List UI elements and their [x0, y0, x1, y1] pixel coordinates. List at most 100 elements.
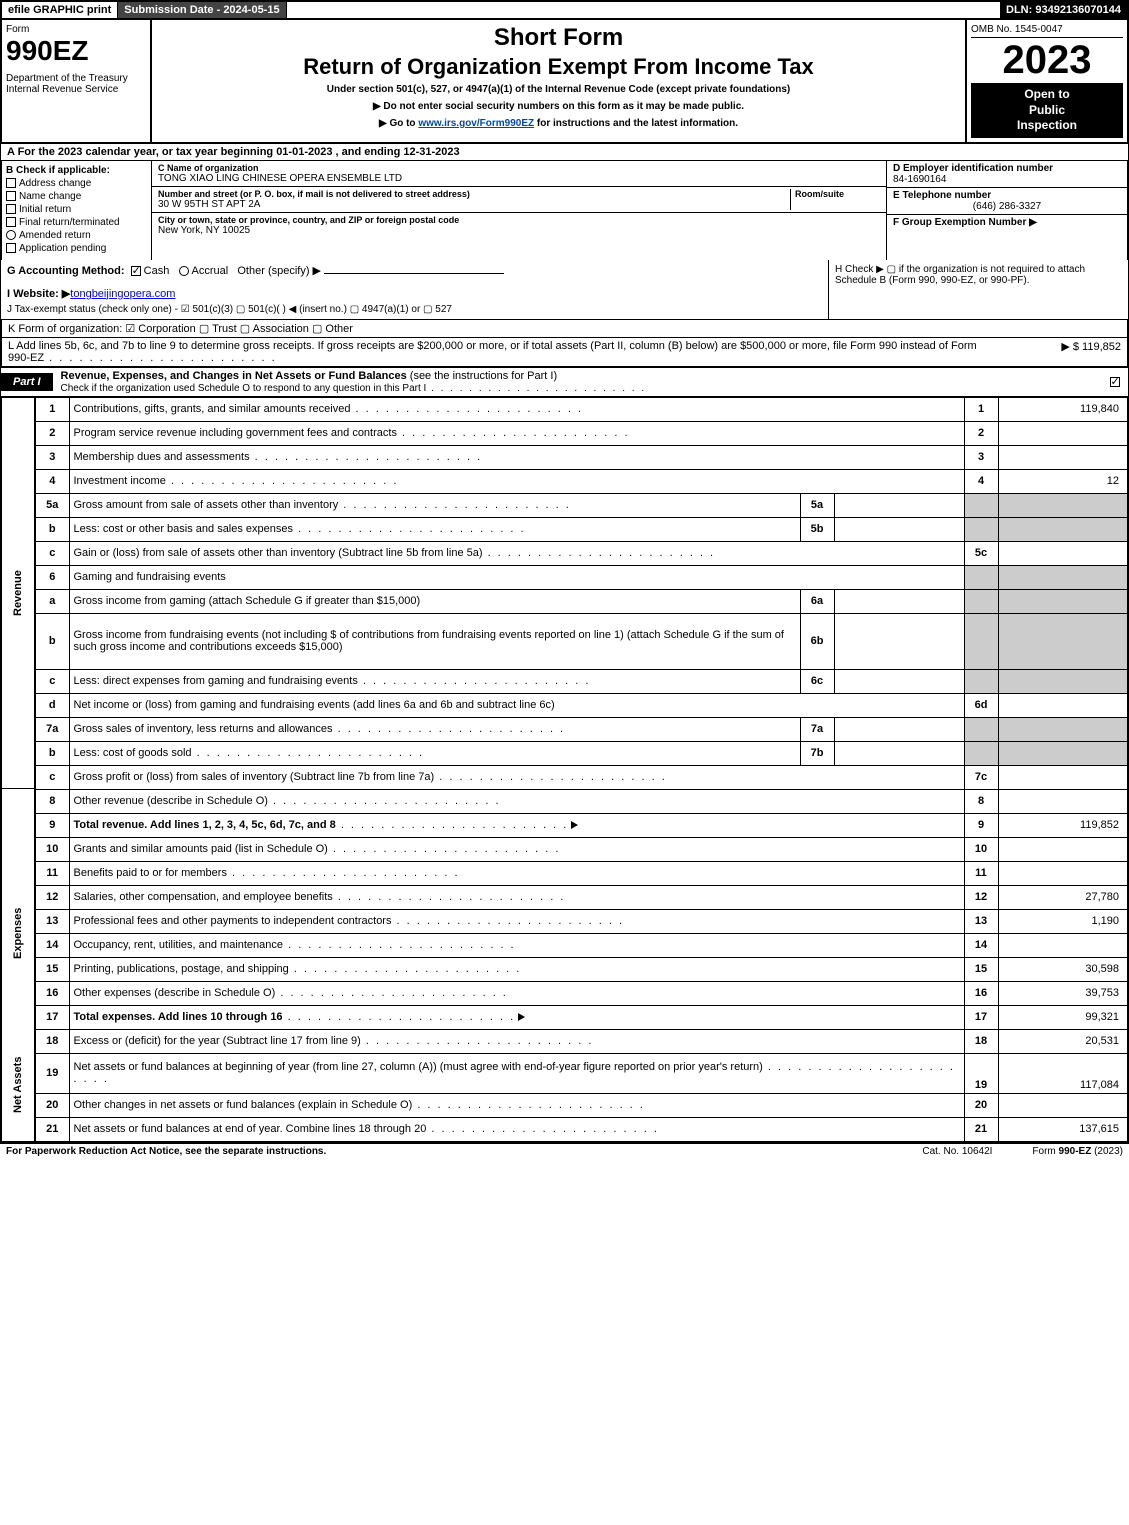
line-6b-sub: 6b — [800, 613, 834, 669]
line-17-ref: 17 — [964, 1005, 998, 1029]
line-7b-num: b — [35, 741, 69, 765]
line-6-val-shade — [998, 565, 1128, 589]
line-5b-subval — [834, 517, 964, 541]
line-6b-ref-shade — [964, 613, 998, 669]
line-7a-ref-shade — [964, 717, 998, 741]
line-18-desc: Excess or (deficit) for the year (Subtra… — [69, 1029, 964, 1053]
line-12-num: 12 — [35, 885, 69, 909]
line-17-num: 17 — [35, 1005, 69, 1029]
line-4-ref: 4 — [964, 469, 998, 493]
line-1-value: 119,840 — [998, 397, 1128, 421]
dln: DLN: 93492136070144 — [1000, 2, 1127, 18]
line-11-value — [998, 861, 1128, 885]
phone-cell: E Telephone number (646) 286-3327 — [887, 188, 1127, 215]
accrual-radio[interactable] — [179, 266, 189, 276]
goto-prefix: ▶ Go to — [379, 118, 418, 129]
line-5b-sub: 5b — [800, 517, 834, 541]
efile-print-label[interactable]: efile GRAPHIC print — [2, 2, 118, 18]
check-amended-return[interactable]: Amended return — [6, 230, 147, 241]
line-8-desc: Other revenue (describe in Schedule O) — [69, 789, 964, 813]
check-initial-return[interactable]: Initial return — [6, 204, 147, 215]
line-10-ref: 10 — [964, 837, 998, 861]
line-5a-desc: Gross amount from sale of assets other t… — [69, 493, 800, 517]
part-1-header: Part I Revenue, Expenses, and Changes in… — [0, 367, 1129, 397]
line-6-desc: Gaming and fundraising events — [69, 565, 964, 589]
net-assets-side-label: Net Assets — [1, 1029, 35, 1141]
line-20-desc: Other changes in net assets or fund bala… — [69, 1093, 964, 1117]
other-specify-input[interactable] — [324, 273, 504, 274]
expenses-side-label: Expenses — [1, 837, 35, 1029]
goto-suffix: for instructions and the latest informat… — [534, 118, 738, 129]
line-18-ref: 18 — [964, 1029, 998, 1053]
line-6a-subval — [834, 589, 964, 613]
l-text: L Add lines 5b, 6c, and 7b to line 9 to … — [8, 340, 1001, 364]
line-10-desc: Grants and similar amounts paid (list in… — [69, 837, 964, 861]
line-18-num: 18 — [35, 1029, 69, 1053]
line-6c-subval — [834, 669, 964, 693]
line-13-desc: Professional fees and other payments to … — [69, 909, 964, 933]
section-def: D Employer identification number 84-1690… — [887, 161, 1127, 260]
line-19-desc: Net assets or fund balances at beginning… — [69, 1053, 964, 1093]
line-1-num: 1 — [35, 397, 69, 421]
line-14-value — [998, 933, 1128, 957]
line-2-value — [998, 421, 1128, 445]
check-final-return[interactable]: Final return/terminated — [6, 217, 147, 228]
line-11-desc: Benefits paid to or for members — [69, 861, 964, 885]
street-cell: Number and street (or P. O. box, if mail… — [152, 187, 886, 213]
cash-label: Cash — [144, 265, 170, 277]
line-5b-num: b — [35, 517, 69, 541]
line-13-value: 1,190 — [998, 909, 1128, 933]
line-7b-val-shade — [998, 741, 1128, 765]
section-h: H Check ▶ ▢ if the organization is not r… — [828, 260, 1128, 319]
org-name-cell: C Name of organization TONG XIAO LING CH… — [152, 161, 886, 187]
line-21-desc: Net assets or fund balances at end of ye… — [69, 1117, 964, 1141]
cash-checkbox[interactable] — [131, 266, 141, 276]
catalog-number: Cat. No. 10642I — [882, 1146, 1032, 1157]
line-15-desc: Printing, publications, postage, and shi… — [69, 957, 964, 981]
line-7a-desc: Gross sales of inventory, less returns a… — [69, 717, 800, 741]
revenue-side-label-2 — [1, 789, 35, 837]
line-6c-val-shade — [998, 669, 1128, 693]
group-exemption-label: F Group Exemption Number ▶ — [893, 217, 1037, 228]
line-20-num: 20 — [35, 1093, 69, 1117]
open-public-inspection: Open toPublicInspection — [971, 83, 1123, 138]
g-label: G Accounting Method: — [7, 265, 125, 277]
line-3-num: 3 — [35, 445, 69, 469]
line-6a-sub: 6a — [800, 589, 834, 613]
room-label: Room/suite — [795, 189, 880, 199]
check-application-pending[interactable]: Application pending — [6, 243, 147, 254]
line-21-num: 21 — [35, 1117, 69, 1141]
line-20-ref: 20 — [964, 1093, 998, 1117]
line-17-desc: Total expenses. Add lines 10 through 16 — [69, 1005, 964, 1029]
paperwork-notice: For Paperwork Reduction Act Notice, see … — [6, 1146, 882, 1157]
line-2-num: 2 — [35, 421, 69, 445]
department-label: Department of the Treasury Internal Reve… — [6, 73, 146, 95]
line-7b-subval — [834, 741, 964, 765]
tax-year: 2023 — [971, 38, 1123, 83]
ein-value: 84-1690164 — [893, 174, 1121, 185]
website-link[interactable]: tongbeijingopera.com — [70, 288, 175, 300]
irs-link[interactable]: www.irs.gov/Form990EZ — [418, 118, 534, 129]
line-4-num: 4 — [35, 469, 69, 493]
line-7c-ref: 7c — [964, 765, 998, 789]
line-7a-subval — [834, 717, 964, 741]
page-footer: For Paperwork Reduction Act Notice, see … — [0, 1142, 1129, 1159]
line-12-ref: 12 — [964, 885, 998, 909]
no-ssn-note: ▶ Do not enter social security numbers o… — [156, 101, 961, 112]
part-1-schedule-o-checkbox[interactable] — [1104, 376, 1128, 388]
line-14-desc: Occupancy, rent, utilities, and maintena… — [69, 933, 964, 957]
line-15-value: 30,598 — [998, 957, 1128, 981]
org-name-value: TONG XIAO LING CHINESE OPERA ENSEMBLE LT… — [158, 173, 880, 184]
line-6b-desc: Gross income from fundraising events (no… — [69, 613, 800, 669]
line-5c-num: c — [35, 541, 69, 565]
line-6b-subval — [834, 613, 964, 669]
section-i-website: I Website: ▶tongbeijingopera.com — [7, 287, 822, 300]
line-16-ref: 16 — [964, 981, 998, 1005]
line-7b-desc: Less: cost of goods sold — [69, 741, 800, 765]
line-11-num: 11 — [35, 861, 69, 885]
line-3-ref: 3 — [964, 445, 998, 469]
check-name-change[interactable]: Name change — [6, 191, 147, 202]
submission-date: Submission Date - 2024-05-15 — [118, 2, 286, 18]
line-14-ref: 14 — [964, 933, 998, 957]
check-address-change[interactable]: Address change — [6, 178, 147, 189]
